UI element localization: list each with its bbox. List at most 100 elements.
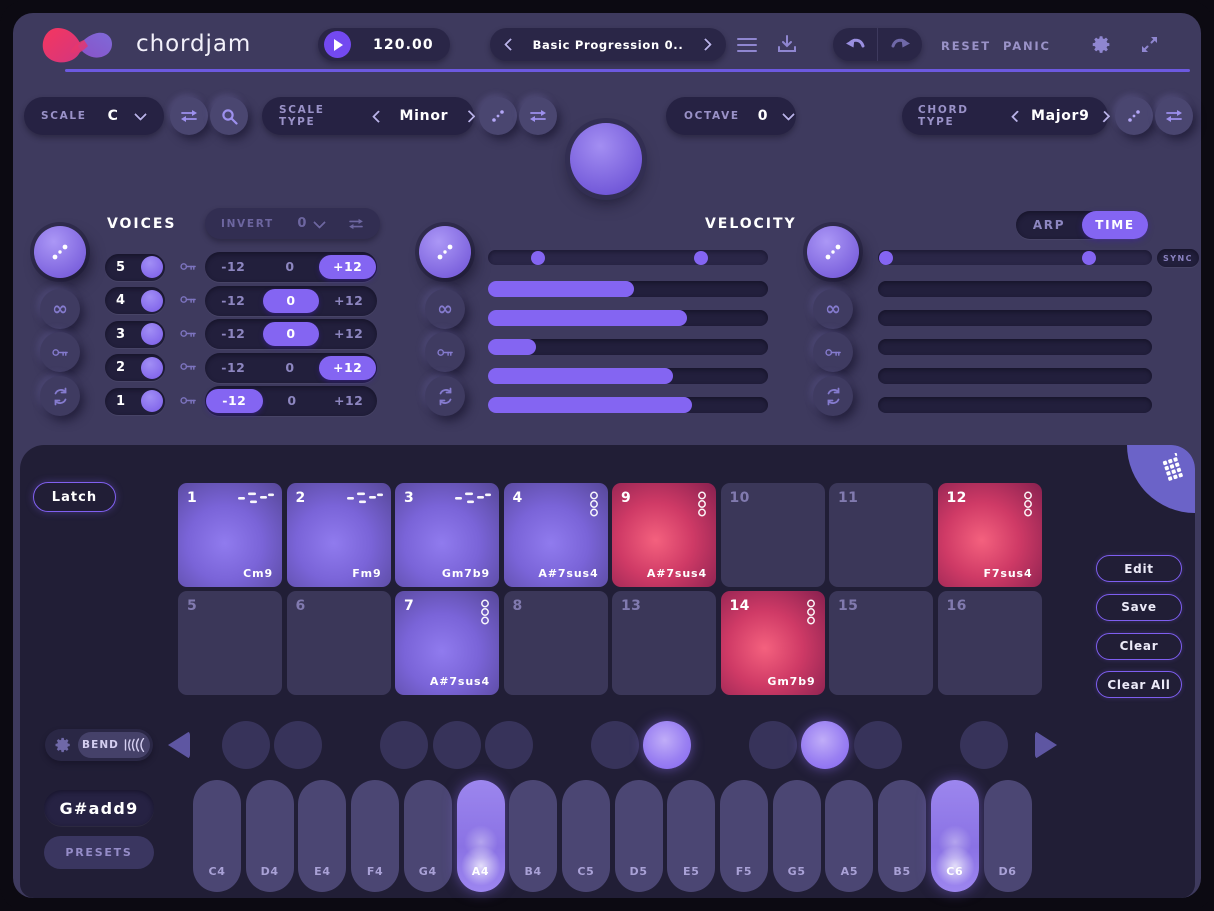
white-key-E4[interactable]: E4 (298, 780, 347, 892)
velocity-bar[interactable] (488, 281, 768, 297)
pad-5[interactable]: 5 (178, 591, 282, 695)
octave-value[interactable]: 0 (757, 108, 769, 124)
invert-value[interactable]: 0 (297, 216, 307, 231)
black-key-Gs4[interactable] (432, 721, 481, 769)
chevron-down-icon[interactable] (782, 108, 796, 121)
time-range-handle-high[interactable] (1081, 250, 1096, 265)
voices-key-lock-button[interactable] (40, 332, 80, 372)
bend-control[interactable]: BEND (45, 729, 153, 761)
black-key-As4[interactable] (485, 721, 534, 769)
transpose-option[interactable]: 0 (285, 259, 295, 274)
white-key-B5[interactable]: B5 (878, 780, 927, 892)
time-bar[interactable] (878, 310, 1152, 326)
time-tab[interactable]: TIME (1082, 211, 1148, 239)
voice-key-lock-icon[interactable] (180, 294, 196, 305)
transpose-option[interactable]: 0 (262, 288, 320, 313)
preset-next-icon[interactable] (699, 38, 712, 51)
chord-type-value[interactable]: Major9 (1030, 108, 1090, 124)
transpose-option[interactable]: -12 (206, 389, 263, 413)
scale-selector[interactable]: SCALE C (24, 97, 164, 135)
velocity-randomize-knob[interactable] (419, 226, 471, 278)
main-chord-knob[interactable] (570, 123, 642, 195)
velocity-infinity-button[interactable]: ∞ (425, 289, 465, 329)
keyboard-scroll-right-button[interactable] (1035, 731, 1057, 759)
white-key-F4[interactable]: F4 (351, 780, 400, 892)
black-key-Cs4[interactable] (221, 721, 270, 769)
velocity-refresh-button[interactable] (425, 376, 465, 416)
white-key-D5[interactable]: D5 (614, 780, 663, 892)
voice-transpose-selector[interactable]: -12 0 +12 (205, 386, 377, 416)
sync-toggle[interactable]: SYNC (1157, 249, 1199, 267)
invert-control[interactable]: INVERT 0 (205, 208, 380, 239)
tempo-control[interactable]: 120.00 (318, 28, 450, 61)
preset-name[interactable]: Basic Progression 0.. (532, 37, 684, 52)
pad-12[interactable]: 12 F7sus4 (937, 483, 1042, 587)
white-key-B4[interactable]: B4 (509, 780, 558, 892)
invert-swap-icon[interactable] (348, 218, 364, 230)
chevron-down-icon[interactable] (313, 215, 327, 229)
black-key-Fs5[interactable] (748, 721, 797, 769)
voice-1-toggle[interactable]: 1 (105, 387, 165, 415)
transpose-option[interactable]: 0 (262, 322, 320, 346)
white-key-F5[interactable]: F5 (720, 780, 768, 892)
voice-4-toggle[interactable]: 4 (105, 287, 165, 314)
clear-all-button[interactable]: Clear All (1096, 671, 1182, 699)
undo-button[interactable] (833, 28, 878, 61)
white-key-C6[interactable]: C6 (930, 780, 979, 892)
scale-type-random-button[interactable] (479, 97, 517, 135)
play-button[interactable] (324, 31, 351, 58)
transpose-option[interactable]: +12 (333, 292, 364, 308)
chord-type-prev-icon[interactable] (1010, 109, 1023, 123)
time-refresh-button[interactable] (813, 376, 853, 416)
voice-5-toggle[interactable]: 5 (105, 253, 165, 281)
white-key-G5[interactable]: G5 (772, 780, 821, 892)
black-key-Ds4[interactable] (274, 721, 323, 769)
save-button[interactable]: Save (1096, 593, 1182, 621)
menu-icon[interactable] (737, 37, 757, 53)
chord-type-random-button[interactable] (1115, 97, 1153, 135)
black-key-Gs5[interactable] (801, 721, 850, 769)
panic-button[interactable]: PANIC (1003, 39, 1051, 53)
time-range-handle-low[interactable] (879, 250, 894, 265)
transpose-option[interactable]: -12 (221, 326, 246, 341)
velocity-bar[interactable] (488, 368, 768, 384)
voices-refresh-button[interactable] (40, 376, 80, 416)
time-bar[interactable] (878, 368, 1152, 384)
white-key-C5[interactable]: C5 (561, 780, 610, 892)
pad-1[interactable]: 1 Cm9 (178, 483, 282, 587)
white-key-D4[interactable]: D4 (245, 780, 294, 892)
black-key-Ds5[interactable] (643, 721, 692, 769)
velocity-range-handle-high[interactable] (693, 250, 708, 265)
edit-button[interactable]: Edit (1096, 555, 1182, 582)
voice-key-lock-icon[interactable] (180, 361, 196, 372)
pad-4[interactable]: 4 A#7sus4 (503, 483, 608, 587)
pad-grid-corner-button[interactable] (1127, 445, 1195, 513)
pad-10[interactable]: 10 (720, 483, 825, 587)
voice-transpose-selector[interactable]: -12 0 +12 (205, 352, 377, 383)
scale-type-value[interactable]: Minor (399, 108, 449, 124)
scale-type-swap-button[interactable] (519, 97, 557, 135)
pad-9[interactable]: 9 A#7sus4 (612, 483, 716, 587)
pad-7[interactable]: 7 A#7sus4 (395, 591, 499, 695)
pad-8[interactable]: 8 (503, 591, 608, 695)
black-key-Cs6[interactable] (959, 721, 1008, 769)
transpose-option[interactable]: -12 (221, 292, 246, 308)
transpose-option[interactable]: 0 (287, 393, 297, 408)
redo-button[interactable] (878, 28, 922, 61)
voice-transpose-selector[interactable]: -12 0 +12 (205, 285, 377, 316)
transpose-option[interactable]: 0 (285, 359, 295, 375)
voice-enabled-dot[interactable] (140, 356, 163, 379)
voice-enabled-dot[interactable] (140, 256, 163, 278)
time-infinity-button[interactable]: ∞ (813, 289, 853, 329)
voice-key-lock-icon[interactable] (180, 261, 196, 272)
clear-button[interactable]: Clear (1096, 632, 1182, 660)
white-key-D6[interactable]: D6 (983, 780, 1032, 892)
bend-mode-button[interactable]: BEND (78, 732, 150, 758)
white-key-G4[interactable]: G4 (403, 780, 452, 892)
transpose-option[interactable]: +12 (319, 255, 377, 279)
velocity-range-slider[interactable] (488, 250, 768, 265)
pad-14[interactable]: 14 Gm7b9 (720, 591, 825, 695)
voices-infinity-button[interactable]: ∞ (40, 289, 80, 329)
velocity-bar[interactable] (488, 397, 768, 413)
keyboard-scroll-left-button[interactable] (168, 731, 190, 759)
